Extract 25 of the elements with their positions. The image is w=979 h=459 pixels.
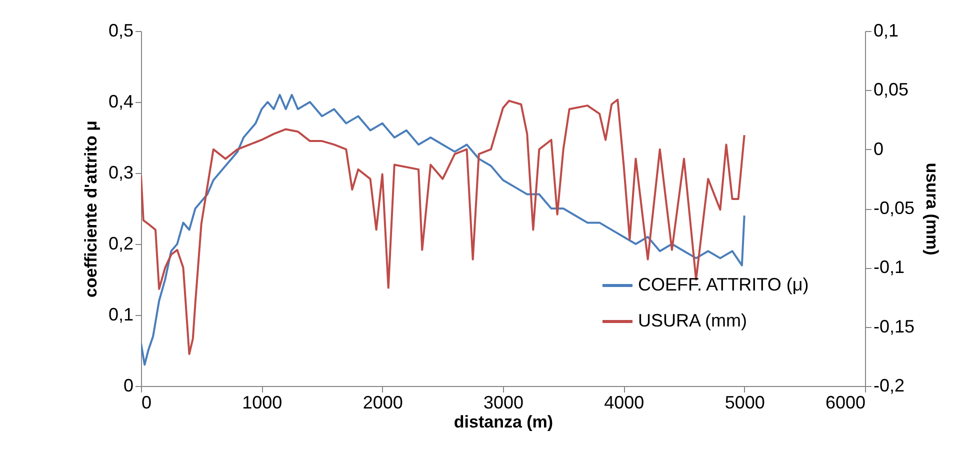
y-tick-label: 0,2 <box>108 234 134 254</box>
y-tick-label: 0 <box>123 376 134 396</box>
y2-tick-label: -0,05 <box>874 198 915 218</box>
legend-label: COEFF. ATTRITO (μ) <box>638 274 809 294</box>
x-tick-label: 0 <box>142 392 152 412</box>
y2-tick-label: -0,2 <box>874 376 905 396</box>
y-tick-label: 0,5 <box>108 20 134 40</box>
y-tick-label: 0,4 <box>108 92 134 112</box>
y2-tick-label: -0,1 <box>874 257 905 278</box>
y-tick-label: 0,3 <box>108 162 134 182</box>
y-tick-label: 0,1 <box>108 304 134 324</box>
legend-label: USURA (mm) <box>638 310 747 330</box>
x-axis-title: distanza (m) <box>454 412 554 432</box>
x-tick-label: 1000 <box>242 392 282 412</box>
x-tick-label: 6000 <box>825 392 866 412</box>
x-tick-label: 3000 <box>483 392 524 412</box>
x-tick-label: 2000 <box>362 392 403 412</box>
y2-tick-label: 0,05 <box>874 80 909 100</box>
x-tick-label: 5000 <box>724 392 765 412</box>
x-tick-label: 4000 <box>604 392 644 412</box>
y2-tick-label: 0 <box>874 138 884 159</box>
y-axis-title: coefficiente d'attrito μ <box>81 120 100 298</box>
y2-axis-title: usura (mm) <box>922 162 942 256</box>
y2-tick-label: 0,1 <box>874 20 899 40</box>
y2-tick-label: -0,15 <box>874 316 915 336</box>
